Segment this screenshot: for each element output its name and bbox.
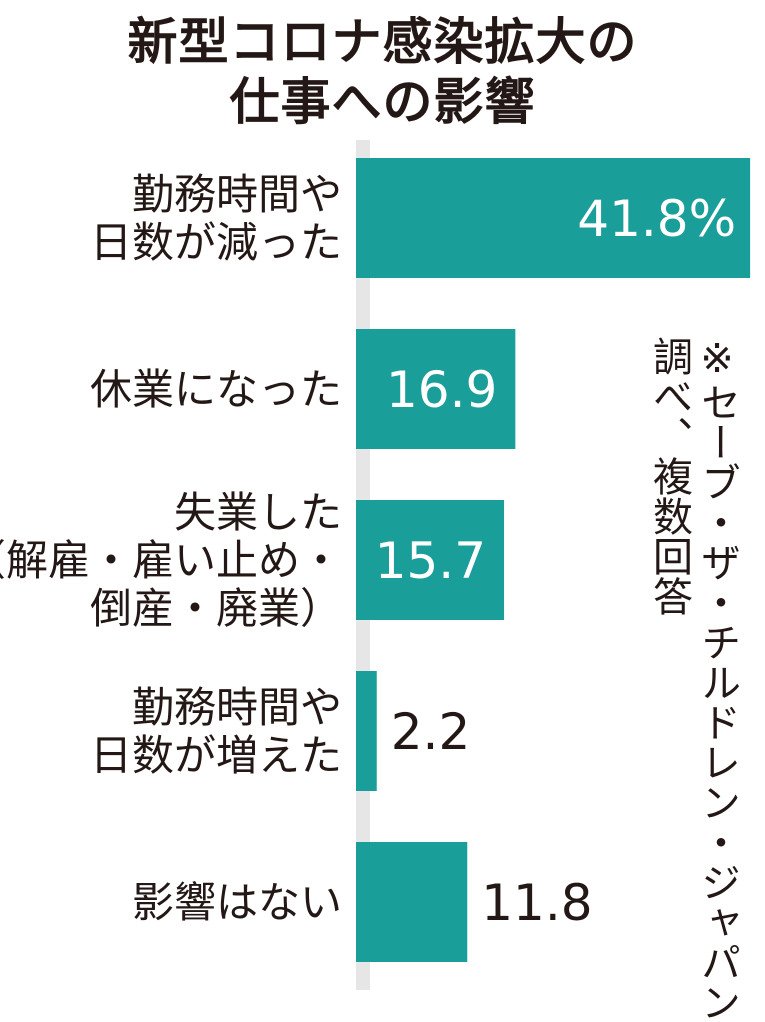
data-label: 2.2: [391, 703, 471, 761]
category-label: 日数が増えた: [90, 731, 342, 780]
category-label: 失業した: [174, 488, 342, 537]
data-label: 16.9: [386, 361, 497, 419]
category-label: 勤務時間や: [132, 683, 342, 732]
bar-3: [356, 500, 505, 620]
data-label: 41.8%: [577, 190, 736, 248]
chart-title-line2: 仕事への影響: [229, 73, 536, 131]
bar-5: [356, 842, 468, 962]
data-label: 11.8: [481, 874, 592, 932]
chart-title-line1: 新型コロナ感染拡大の: [127, 13, 638, 71]
category-label: 影響はない: [132, 878, 342, 927]
chart-title: 新型コロナ感染拡大の 仕事への影響: [0, 12, 765, 132]
category-label: 勤務時間や: [132, 170, 342, 219]
bar-4: [356, 671, 377, 791]
source-note: ※セーブ・ザ・チルドレン・ジャパン: [694, 336, 740, 1022]
category-label: 倒産・廃業）: [90, 584, 342, 633]
category-label: （解雇・雇い止め・: [0, 536, 342, 585]
source-note-detail: 調べ、複数回答: [646, 336, 692, 616]
category-label: 日数が減った: [90, 218, 342, 267]
category-label: 休業になった: [90, 365, 342, 414]
data-label: 15.7: [375, 532, 486, 590]
bar-2: [356, 329, 516, 449]
bar-1: [356, 158, 751, 278]
